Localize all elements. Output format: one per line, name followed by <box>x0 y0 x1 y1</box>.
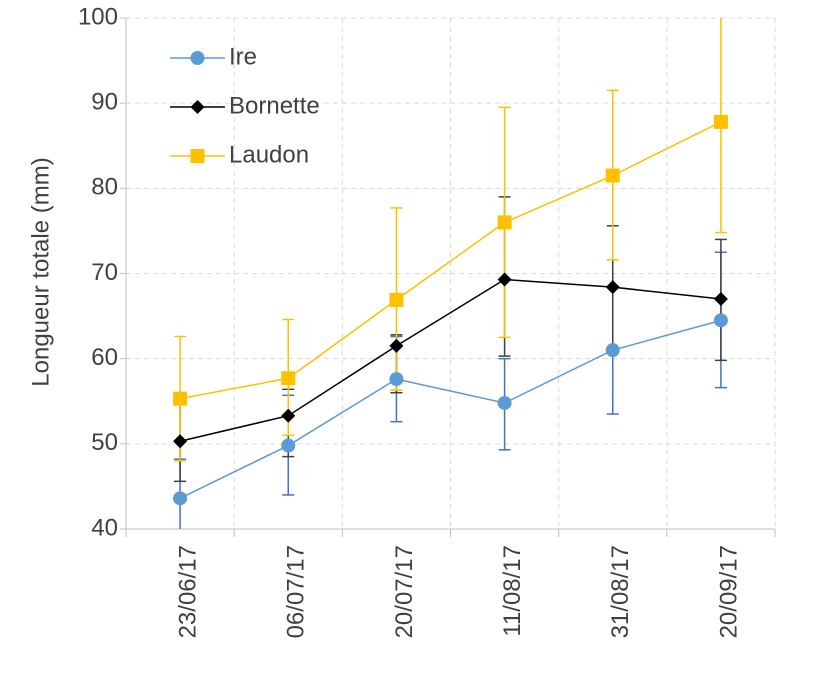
data-point-ire <box>713 313 728 328</box>
legend-marker-laudon <box>190 149 205 163</box>
y-tick-label: 80 <box>91 174 118 201</box>
data-point-laudon <box>605 168 620 183</box>
legend-label-bornette: Bornette <box>229 92 320 119</box>
data-point-bornette <box>605 280 620 295</box>
y-tick-label: 40 <box>91 514 118 541</box>
x-tick-labels: 23/06/17 06/07/17 20/07/17 11/08/17 31/08/17… <box>174 545 742 638</box>
data-point-laudon <box>389 292 404 307</box>
x-tick-label: 31/08/17 <box>607 545 634 638</box>
data-point-laudon <box>713 114 728 129</box>
data-point-ire <box>497 395 512 410</box>
axes <box>120 17 776 537</box>
x-tick-label: 20/07/17 <box>391 545 418 638</box>
data-point-ire <box>281 438 296 453</box>
legend-marker-ire <box>190 51 205 65</box>
legend-label-laudon: Laudon <box>229 141 309 168</box>
y-axis-title: Longueur totale (mm) <box>27 157 54 386</box>
series-line-ire <box>179 319 722 500</box>
x-tick-label: 11/08/17 <box>499 545 526 637</box>
series-line-bornette <box>179 278 721 443</box>
data-point-laudon <box>173 391 188 406</box>
data-point-ire <box>389 372 404 387</box>
legend-marker-bornette <box>190 100 205 114</box>
data-point-bornette <box>389 338 404 353</box>
data-point-bornette <box>497 272 512 287</box>
data-point-ire <box>605 343 620 358</box>
y-tick-label: 100 <box>78 3 118 30</box>
y-tick-label: 70 <box>91 259 118 286</box>
legend-label-ire: Ire <box>229 43 257 70</box>
gridlines <box>126 17 776 529</box>
series-line-laudon <box>179 121 722 400</box>
data-point-bornette <box>173 434 188 449</box>
y-tick-labels: 40 50 60 70 80 90 100 <box>78 3 118 541</box>
y-tick-label: 90 <box>91 89 118 116</box>
y-tick-label: 50 <box>91 429 118 456</box>
series-lines <box>173 114 728 506</box>
legend: Ire Bornette Laudon <box>170 43 320 168</box>
data-point-laudon <box>281 371 296 386</box>
x-tick-label: 06/07/17 <box>283 545 310 638</box>
x-tick-label: 20/09/17 <box>715 545 742 638</box>
y-tick-label: 60 <box>91 344 118 371</box>
data-point-laudon <box>497 215 512 230</box>
x-tick-label: 23/06/17 <box>174 545 201 638</box>
data-point-bornette <box>713 292 728 307</box>
data-point-ire <box>173 491 188 506</box>
data-point-bornette <box>281 408 296 423</box>
